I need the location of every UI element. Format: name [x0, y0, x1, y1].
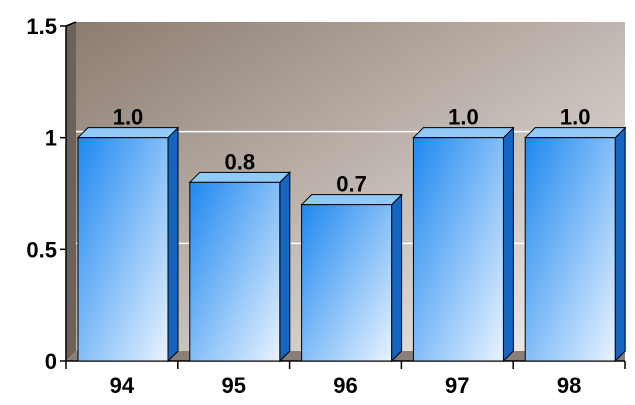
data-label: 1.0 — [448, 105, 479, 130]
data-labels: 1.0 0.8 0.7 1.0 1.0 — [113, 105, 591, 197]
y-tick-label: 0 — [45, 349, 57, 374]
x-tick-label: 98 — [557, 373, 581, 398]
bar-side — [391, 193, 403, 363]
axes: 0 0.5 1 1.5 94 95 96 97 98 — [26, 14, 626, 398]
x-tick-label: 96 — [333, 373, 357, 398]
bar-side — [614, 126, 626, 363]
bar — [77, 137, 169, 362]
y-tick-label: 1 — [45, 126, 57, 151]
data-label: 0.7 — [336, 172, 367, 197]
data-label: 1.0 — [113, 105, 144, 130]
y-tick-label: 1.5 — [26, 14, 57, 39]
bar-side — [502, 126, 514, 363]
y-axis-top — [65, 21, 77, 27]
bar — [524, 137, 616, 362]
bars — [76, 126, 627, 363]
x-tick-label: 94 — [110, 373, 135, 398]
bar-side — [279, 171, 291, 363]
y-tick-label: 0.5 — [26, 237, 57, 262]
data-label: 1.0 — [560, 105, 591, 130]
bar — [301, 204, 393, 362]
x-tick-label: 97 — [445, 373, 469, 398]
bar-side — [167, 126, 179, 363]
bar — [412, 137, 504, 362]
bar — [189, 181, 281, 362]
plot-side-wall — [66, 22, 76, 361]
x-tick-label: 95 — [221, 373, 245, 398]
data-label: 0.8 — [225, 149, 256, 174]
